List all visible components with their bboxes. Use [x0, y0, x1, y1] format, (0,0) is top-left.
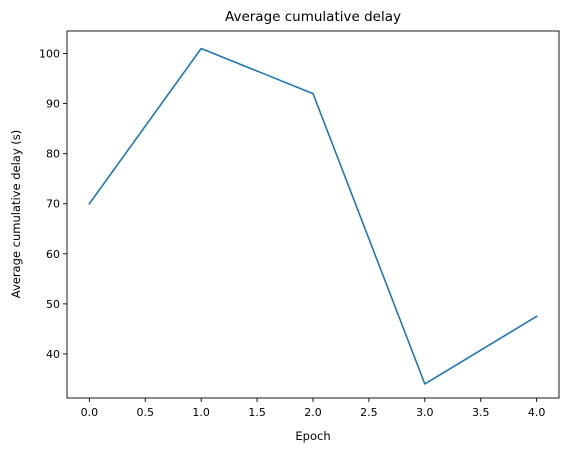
y-tick-label: 80	[46, 148, 60, 161]
y-tick-label: 50	[46, 298, 60, 311]
x-tick-label: 3.0	[416, 406, 434, 419]
x-tick-label: 3.5	[472, 406, 490, 419]
chart-title: Average cumulative delay	[225, 9, 401, 25]
x-axis-label: Epoch	[295, 429, 330, 443]
y-tick-label: 40	[46, 348, 60, 361]
axes-frame	[66, 30, 560, 399]
series-line-0	[88, 47, 538, 385]
x-axis: 0.0 0.5 1.0 1.5 2.0 2.5 3.0 3.5 4.0	[81, 398, 546, 419]
y-tick-label: 100	[39, 48, 60, 61]
x-tick-label: 2.0	[304, 406, 322, 419]
x-tick-label: 1.5	[248, 406, 266, 419]
plot-area	[66, 30, 560, 399]
y-tick-label: 70	[46, 198, 60, 211]
x-tick-label: 2.5	[360, 406, 378, 419]
y-tick-label: 60	[46, 248, 60, 261]
y-axis-label: Average cumulative delay (s)	[9, 130, 23, 299]
x-tick-label: 1.0	[192, 406, 210, 419]
x-tick-label: 0.5	[137, 406, 155, 419]
x-tick-label: 0.0	[81, 406, 99, 419]
y-tick-label: 90	[46, 98, 60, 111]
x-tick-label: 4.0	[528, 406, 546, 419]
y-axis: 40 50 60 70 80 90 100	[39, 48, 67, 361]
